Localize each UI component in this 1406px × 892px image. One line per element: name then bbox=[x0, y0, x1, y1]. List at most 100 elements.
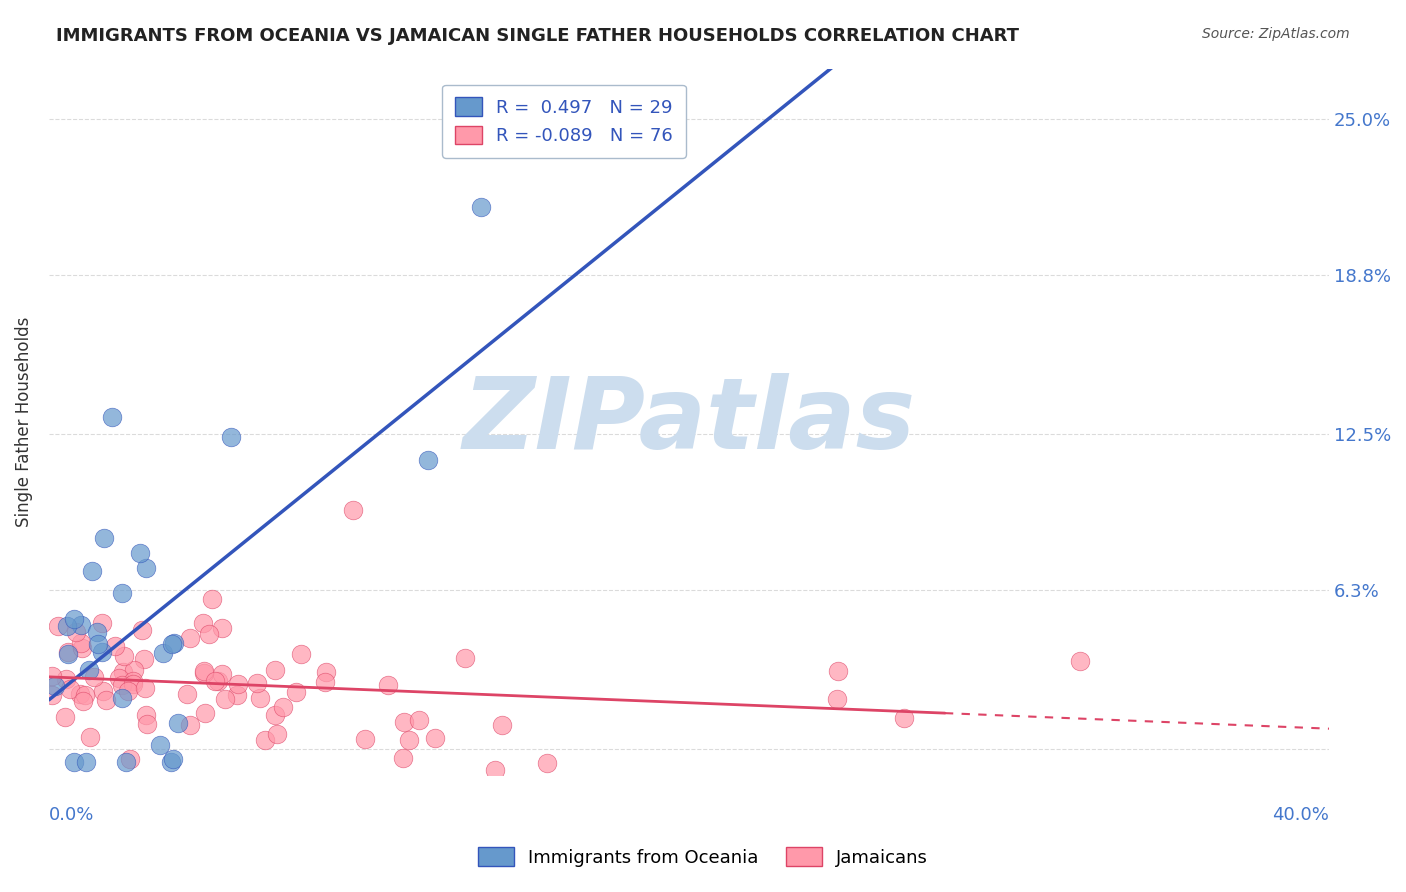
Point bbox=[41, 669, 63, 683]
Point bbox=[315, 665, 337, 679]
Point bbox=[179, 717, 201, 731]
Point bbox=[201, 592, 224, 607]
Point bbox=[104, 639, 127, 653]
Point bbox=[284, 685, 307, 699]
Point bbox=[193, 615, 215, 630]
Point bbox=[44, 679, 66, 693]
Point bbox=[117, 684, 139, 698]
Point bbox=[423, 731, 446, 745]
Point bbox=[115, 755, 138, 769]
Point bbox=[314, 674, 336, 689]
Point bbox=[162, 751, 184, 765]
Point bbox=[107, 671, 129, 685]
Text: IMMIGRANTS FROM OCEANIA VS JAMAICAN SINGLE FATHER HOUSEHOLDS CORRELATION CHART: IMMIGRANTS FROM OCEANIA VS JAMAICAN SING… bbox=[56, 27, 1019, 45]
Point bbox=[128, 546, 150, 560]
Point bbox=[163, 636, 186, 650]
Point bbox=[93, 531, 115, 545]
Text: Source: ZipAtlas.com: Source: ZipAtlas.com bbox=[1202, 27, 1350, 41]
Point bbox=[226, 688, 249, 702]
Point bbox=[266, 727, 288, 741]
Point bbox=[197, 627, 219, 641]
Point bbox=[193, 665, 215, 680]
Point bbox=[211, 667, 233, 681]
Point bbox=[160, 755, 183, 769]
Point bbox=[135, 707, 157, 722]
Point bbox=[825, 692, 848, 706]
Point bbox=[91, 684, 114, 698]
Point bbox=[149, 738, 172, 752]
Point bbox=[179, 631, 201, 645]
Point bbox=[63, 611, 86, 625]
Point bbox=[122, 664, 145, 678]
Point bbox=[398, 733, 420, 747]
Point bbox=[56, 619, 79, 633]
Point bbox=[353, 731, 375, 746]
Point bbox=[83, 670, 105, 684]
Point bbox=[135, 560, 157, 574]
Text: 40.0%: 40.0% bbox=[1272, 806, 1329, 824]
Point bbox=[70, 617, 93, 632]
Point bbox=[273, 700, 295, 714]
Point bbox=[246, 676, 269, 690]
Point bbox=[408, 713, 430, 727]
Point bbox=[70, 636, 93, 650]
Point bbox=[46, 619, 69, 633]
Point bbox=[194, 706, 217, 720]
Point bbox=[90, 645, 112, 659]
Point bbox=[70, 641, 93, 656]
Point bbox=[152, 646, 174, 660]
Y-axis label: Single Father Households: Single Father Households bbox=[15, 317, 32, 527]
Point bbox=[79, 663, 101, 677]
Point bbox=[111, 691, 134, 706]
Point bbox=[41, 688, 63, 702]
Point bbox=[90, 615, 112, 630]
Point bbox=[73, 688, 96, 702]
Point bbox=[160, 637, 183, 651]
Point bbox=[827, 664, 849, 678]
Point bbox=[249, 691, 271, 706]
Point bbox=[470, 200, 492, 214]
Point bbox=[290, 647, 312, 661]
Point bbox=[893, 711, 915, 725]
Point bbox=[118, 752, 141, 766]
Legend: Immigrants from Oceania, Jamaicans: Immigrants from Oceania, Jamaicans bbox=[471, 840, 935, 874]
Point bbox=[55, 673, 77, 687]
Point bbox=[86, 624, 108, 639]
Point bbox=[79, 730, 101, 744]
Point bbox=[122, 673, 145, 688]
Point bbox=[131, 623, 153, 637]
Point bbox=[392, 751, 415, 765]
Point bbox=[207, 674, 229, 689]
Text: ZIPatlas: ZIPatlas bbox=[463, 373, 915, 470]
Point bbox=[1069, 654, 1091, 668]
Point bbox=[204, 674, 226, 689]
Point bbox=[228, 677, 250, 691]
Point bbox=[536, 756, 558, 771]
Point bbox=[264, 663, 287, 677]
Point bbox=[122, 677, 145, 691]
Point bbox=[176, 687, 198, 701]
Point bbox=[193, 665, 215, 679]
Point bbox=[86, 637, 108, 651]
Point bbox=[214, 691, 236, 706]
Point bbox=[111, 665, 134, 680]
Point bbox=[53, 709, 76, 723]
Point bbox=[377, 678, 399, 692]
Point bbox=[491, 718, 513, 732]
Point bbox=[135, 716, 157, 731]
Point bbox=[75, 755, 97, 769]
Point bbox=[211, 621, 233, 635]
Point bbox=[80, 564, 103, 578]
Point bbox=[101, 410, 124, 425]
Point bbox=[484, 763, 506, 777]
Point bbox=[132, 652, 155, 666]
Point bbox=[264, 708, 287, 723]
Point bbox=[111, 678, 134, 692]
Point bbox=[219, 430, 242, 444]
Point bbox=[392, 715, 415, 730]
Text: 0.0%: 0.0% bbox=[49, 806, 94, 824]
Legend: R =  0.497   N = 29, R = -0.089   N = 76: R = 0.497 N = 29, R = -0.089 N = 76 bbox=[441, 85, 686, 158]
Point bbox=[111, 586, 134, 600]
Point bbox=[65, 625, 87, 640]
Point bbox=[418, 453, 440, 467]
